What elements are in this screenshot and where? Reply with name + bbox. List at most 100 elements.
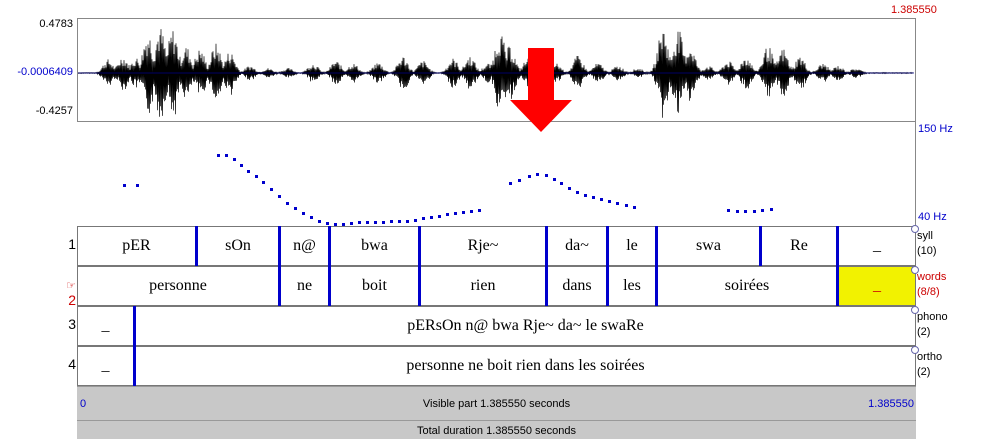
pitch-point	[633, 206, 636, 209]
boundary-marker[interactable]	[606, 266, 609, 306]
pitch-point	[584, 194, 587, 197]
boundary-marker[interactable]	[655, 266, 658, 306]
boundary-marker[interactable]	[836, 266, 839, 306]
pitch-panel[interactable]	[77, 122, 916, 226]
pitch-point	[446, 213, 449, 216]
tier-phono[interactable]: _ pERsOn n@ bwa Rje~ da~ le swaRe	[77, 306, 916, 346]
pitch-max-label: 150 Hz	[918, 123, 953, 135]
boundary-marker[interactable]	[278, 226, 281, 266]
tier-cell[interactable]: swa	[696, 237, 721, 254]
boundary-marker[interactable]	[545, 226, 548, 266]
window-end-time: 1.385550	[891, 4, 937, 16]
pitch-point	[422, 217, 425, 220]
tier-cell[interactable]: pERsOn n@ bwa Rje~ da~ le swaRe	[407, 317, 644, 334]
tier-cell[interactable]: soirées	[724, 277, 770, 294]
wave-min-label: -0.4257	[35, 105, 73, 117]
red-down-arrow-icon	[510, 48, 572, 132]
tier-syll[interactable]: pER sOn n@ bwa Rje~ da~ le swa Re _	[77, 226, 916, 266]
pitch-point	[406, 220, 409, 223]
tier-ortho[interactable]: _ personne ne boit rien dans les soirées	[77, 346, 916, 386]
pitch-point	[310, 216, 313, 219]
tier-cell[interactable]: pER	[122, 237, 151, 254]
boundary-marker[interactable]	[836, 226, 839, 266]
boundary-marker[interactable]	[418, 266, 421, 306]
boundary-marker[interactable]	[328, 226, 331, 266]
tier-cell[interactable]: personne ne boit rien dans les soirées	[406, 357, 645, 374]
tier-2-number: ☞ 2	[66, 280, 76, 308]
tier-1-number: 1	[68, 236, 76, 252]
tier-1-handle[interactable]	[911, 225, 919, 233]
wave-max-label: 0.4783	[39, 18, 73, 30]
boundary-marker[interactable]	[418, 226, 421, 266]
selected-interval[interactable]: _	[839, 267, 915, 305]
pitch-point	[286, 202, 289, 205]
pitch-point	[545, 174, 548, 177]
tier-3-handle[interactable]	[911, 306, 919, 314]
pitch-point	[240, 164, 243, 167]
pitch-point	[761, 209, 764, 212]
boundary-marker[interactable]	[278, 266, 281, 306]
pitch-point	[536, 173, 539, 176]
tier-3-name: phono (2)	[917, 311, 948, 338]
boundary-marker[interactable]	[133, 346, 136, 386]
pitch-point	[342, 223, 345, 226]
pitch-point	[478, 209, 481, 212]
total-duration-bar[interactable]: Total duration 1.385550 seconds	[77, 420, 916, 439]
waveform-graph	[77, 29, 914, 118]
boundary-marker[interactable]	[545, 266, 548, 306]
tier-4-handle[interactable]	[911, 346, 919, 354]
pitch-point	[382, 221, 385, 224]
pitch-point	[302, 212, 305, 215]
pitch-point	[255, 175, 258, 178]
pitch-point	[123, 184, 126, 187]
tier-3-number: 3	[68, 316, 76, 332]
tier-cell[interactable]: rien	[470, 277, 496, 294]
pitch-point	[462, 211, 465, 214]
boundary-marker[interactable]	[606, 226, 609, 266]
tier-cell[interactable]: les	[623, 277, 641, 294]
pitch-point	[390, 220, 393, 223]
pitch-point	[560, 182, 563, 185]
pitch-point	[753, 210, 756, 213]
waveform-panel[interactable]	[77, 18, 916, 122]
pitch-point	[225, 154, 228, 157]
pitch-point	[518, 179, 521, 182]
tier-cell[interactable]: boit	[362, 277, 387, 294]
pitch-point	[616, 202, 619, 205]
tier-words[interactable]: personne ne boit rien dans les soirées _	[77, 266, 916, 306]
tier-cell[interactable]: dans	[562, 277, 592, 294]
boundary-marker[interactable]	[328, 266, 331, 306]
tier-cell[interactable]: _	[873, 237, 881, 254]
visible-part-bar[interactable]: 0 Visible part 1.385550 seconds 1.385550	[77, 386, 916, 420]
pitch-point	[608, 200, 611, 203]
tier-cell[interactable]: da~	[565, 237, 589, 254]
pitch-point	[278, 195, 281, 198]
pitch-point	[136, 184, 139, 187]
pitch-point	[770, 208, 773, 211]
tier-cell[interactable]: sOn	[225, 237, 251, 254]
tier-cell[interactable]: bwa	[361, 237, 388, 254]
pitch-min-label: 40 Hz	[918, 211, 947, 223]
tier-cell[interactable]: Re	[790, 237, 808, 254]
boundary-marker[interactable]	[195, 226, 198, 266]
tier-cell[interactable]: le	[626, 237, 638, 254]
boundary-marker[interactable]	[759, 226, 762, 266]
visible-part-label: Visible part 1.385550 seconds	[422, 398, 571, 410]
tier-cell[interactable]: Rje~	[467, 237, 499, 254]
tier-cell[interactable]: n@	[293, 237, 316, 254]
pitch-point	[233, 158, 236, 161]
pitch-point	[438, 215, 441, 218]
pitch-point	[470, 210, 473, 213]
boundary-marker[interactable]	[133, 306, 136, 346]
tier-cell[interactable]: _	[101, 357, 110, 374]
pitch-point	[600, 198, 603, 201]
tier-1-name: syll (10)	[917, 230, 937, 257]
tier-cell[interactable]: _	[101, 317, 110, 334]
pitch-point	[247, 170, 250, 173]
pitch-point	[430, 216, 433, 219]
tier-cell[interactable]: ne	[296, 277, 313, 294]
tier-2-handle[interactable]	[911, 266, 919, 274]
tier-cell[interactable]: personne	[149, 277, 207, 294]
boundary-marker[interactable]	[655, 226, 658, 266]
tier-2-name: words (8/8)	[917, 271, 947, 298]
